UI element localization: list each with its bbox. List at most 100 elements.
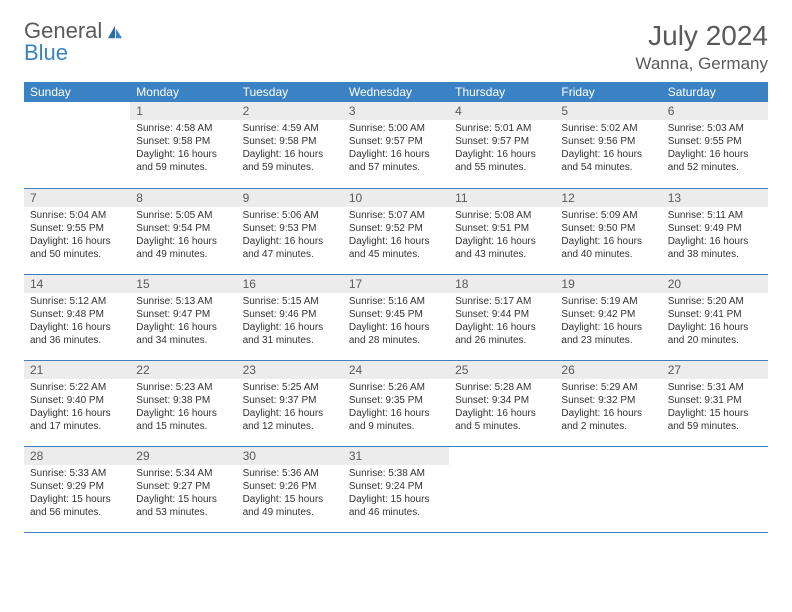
sunset-text: Sunset: 9:57 PM	[349, 135, 443, 148]
day-number: 9	[237, 189, 343, 207]
sunrise-text: Sunrise: 5:11 AM	[668, 209, 762, 222]
sunrise-text: Sunrise: 5:06 AM	[243, 209, 337, 222]
sunrise-text: Sunrise: 4:59 AM	[243, 122, 337, 135]
sail-icon	[104, 18, 125, 43]
day-number: 23	[237, 361, 343, 379]
sunset-text: Sunset: 9:49 PM	[668, 222, 762, 235]
calendar-day-cell: 29Sunrise: 5:34 AMSunset: 9:27 PMDayligh…	[130, 446, 236, 532]
sunset-text: Sunset: 9:40 PM	[30, 394, 124, 407]
calendar-day-cell: 21Sunrise: 5:22 AMSunset: 9:40 PMDayligh…	[24, 360, 130, 446]
daylight-text: Daylight: 15 hours and 46 minutes.	[349, 493, 443, 519]
location-label: Wanna, Germany	[635, 54, 768, 74]
day-details: Sunrise: 5:33 AMSunset: 9:29 PMDaylight:…	[24, 465, 130, 523]
sunset-text: Sunset: 9:37 PM	[243, 394, 337, 407]
calendar-day-cell: 19Sunrise: 5:19 AMSunset: 9:42 PMDayligh…	[555, 274, 661, 360]
day-details: Sunrise: 5:08 AMSunset: 9:51 PMDaylight:…	[449, 207, 555, 265]
calendar-day-cell	[555, 446, 661, 532]
day-number: 4	[449, 102, 555, 120]
sunrise-text: Sunrise: 5:09 AM	[561, 209, 655, 222]
day-details: Sunrise: 4:59 AMSunset: 9:58 PMDaylight:…	[237, 120, 343, 178]
day-details: Sunrise: 5:31 AMSunset: 9:31 PMDaylight:…	[662, 379, 768, 437]
calendar-day-cell: 7Sunrise: 5:04 AMSunset: 9:55 PMDaylight…	[24, 188, 130, 274]
day-number: 17	[343, 275, 449, 293]
day-details: Sunrise: 5:34 AMSunset: 9:27 PMDaylight:…	[130, 465, 236, 523]
daylight-text: Daylight: 16 hours and 54 minutes.	[561, 148, 655, 174]
day-details: Sunrise: 5:20 AMSunset: 9:41 PMDaylight:…	[662, 293, 768, 351]
sunset-text: Sunset: 9:58 PM	[243, 135, 337, 148]
sunset-text: Sunset: 9:31 PM	[668, 394, 762, 407]
sunrise-text: Sunrise: 5:07 AM	[349, 209, 443, 222]
calendar-day-cell: 16 Sunrise: 5:15 AMSunset: 9:46 PMDayligh…	[237, 274, 343, 360]
day-details: Sunrise: 5:06 AMSunset: 9:53 PMDaylight:…	[237, 207, 343, 265]
sunrise-text: Sunrise: 5:38 AM	[349, 467, 443, 480]
daylight-text: Daylight: 16 hours and 17 minutes.	[30, 407, 124, 433]
sunrise-text: Sunrise: 5:29 AM	[561, 381, 655, 394]
calendar-day-cell: 28Sunrise: 5:33 AMSunset: 9:29 PMDayligh…	[24, 446, 130, 532]
day-number: 30	[237, 447, 343, 465]
sunrise-text: Sunrise: 5:01 AM	[455, 122, 549, 135]
weekday-header: Tuesday	[237, 82, 343, 102]
day-number: 13	[662, 189, 768, 207]
day-number: 10	[343, 189, 449, 207]
day-number: 31	[343, 447, 449, 465]
day-details: Sunrise: 5:19 AMSunset: 9:42 PMDaylight:…	[555, 293, 661, 351]
sunset-text: Sunset: 9:54 PM	[136, 222, 230, 235]
calendar-day-cell: 5Sunrise: 5:02 AMSunset: 9:56 PMDaylight…	[555, 102, 661, 188]
weekday-header: Wednesday	[343, 82, 449, 102]
logo-text-2: Blue	[24, 40, 68, 65]
sunrise-text: Sunrise: 5:03 AM	[668, 122, 762, 135]
day-details: Sunrise: 5:17 AMSunset: 9:44 PMDaylight:…	[449, 293, 555, 351]
calendar-day-cell: 31Sunrise: 5:38 AMSunset: 9:24 PMDayligh…	[343, 446, 449, 532]
day-number: 28	[24, 447, 130, 465]
calendar-day-cell: 26Sunrise: 5:29 AMSunset: 9:32 PMDayligh…	[555, 360, 661, 446]
daylight-text: Daylight: 15 hours and 59 minutes.	[668, 407, 762, 433]
daylight-text: Daylight: 16 hours and 26 minutes.	[455, 321, 549, 347]
sunrise-text: Sunrise: 5:28 AM	[455, 381, 549, 394]
day-number: 16	[237, 275, 343, 293]
calendar-week-row: 14Sunrise: 5:12 AMSunset: 9:48 PMDayligh…	[24, 274, 768, 360]
calendar-day-cell: 3Sunrise: 5:00 AMSunset: 9:57 PMDaylight…	[343, 102, 449, 188]
sunrise-text: Sunrise: 4:58 AM	[136, 122, 230, 135]
daylight-text: Daylight: 16 hours and 5 minutes.	[455, 407, 549, 433]
header: GeneralBlue July 2024 Wanna, Germany	[24, 20, 768, 74]
daylight-text: Daylight: 16 hours and 2 minutes.	[561, 407, 655, 433]
calendar-day-cell: 11Sunrise: 5:08 AMSunset: 9:51 PMDayligh…	[449, 188, 555, 274]
day-details: Sunrise: 5:04 AMSunset: 9:55 PMDaylight:…	[24, 207, 130, 265]
day-details: Sunrise: 5:26 AMSunset: 9:35 PMDaylight:…	[343, 379, 449, 437]
day-number: 15	[130, 275, 236, 293]
calendar-day-cell: 14Sunrise: 5:12 AMSunset: 9:48 PMDayligh…	[24, 274, 130, 360]
sunset-text: Sunset: 9:38 PM	[136, 394, 230, 407]
sunset-text: Sunset: 9:57 PM	[455, 135, 549, 148]
daylight-text: Daylight: 16 hours and 57 minutes.	[349, 148, 443, 174]
daylight-text: Daylight: 16 hours and 34 minutes.	[136, 321, 230, 347]
day-details: Sunrise: 5:25 AMSunset: 9:37 PMDaylight:…	[237, 379, 343, 437]
calendar-day-cell: 25Sunrise: 5:28 AMSunset: 9:34 PMDayligh…	[449, 360, 555, 446]
sunset-text: Sunset: 9:55 PM	[30, 222, 124, 235]
daylight-text: Daylight: 15 hours and 49 minutes.	[243, 493, 337, 519]
day-details: Sunrise: 5:13 AMSunset: 9:47 PMDaylight:…	[130, 293, 236, 351]
daylight-text: Daylight: 16 hours and 15 minutes.	[136, 407, 230, 433]
sunrise-text: Sunrise: 5:15 AM	[243, 295, 337, 308]
day-number: 14	[24, 275, 130, 293]
sunrise-text: Sunrise: 5:08 AM	[455, 209, 549, 222]
calendar-day-cell: 10Sunrise: 5:07 AMSunset: 9:52 PMDayligh…	[343, 188, 449, 274]
daylight-text: Daylight: 16 hours and 31 minutes.	[243, 321, 337, 347]
weekday-header: Friday	[555, 82, 661, 102]
calendar-day-cell: 15Sunrise: 5:13 AMSunset: 9:47 PMDayligh…	[130, 274, 236, 360]
day-details: Sunrise: 5:23 AMSunset: 9:38 PMDaylight:…	[130, 379, 236, 437]
sunset-text: Sunset: 9:46 PM	[243, 308, 337, 321]
sunrise-text: Sunrise: 5:00 AM	[349, 122, 443, 135]
day-details: Sunrise: 5:16 AMSunset: 9:45 PMDaylight:…	[343, 293, 449, 351]
calendar-week-row: 28Sunrise: 5:33 AMSunset: 9:29 PMDayligh…	[24, 446, 768, 532]
daylight-text: Daylight: 16 hours and 36 minutes.	[30, 321, 124, 347]
sunset-text: Sunset: 9:53 PM	[243, 222, 337, 235]
sunrise-text: Sunrise: 5:22 AM	[30, 381, 124, 394]
day-details: Sunrise: 5:36 AMSunset: 9:26 PMDaylight:…	[237, 465, 343, 523]
day-number: 26	[555, 361, 661, 379]
sunrise-text: Sunrise: 5:04 AM	[30, 209, 124, 222]
sunset-text: Sunset: 9:58 PM	[136, 135, 230, 148]
day-number: 18	[449, 275, 555, 293]
day-number: 6	[662, 102, 768, 120]
day-details: Sunrise: 5:00 AMSunset: 9:57 PMDaylight:…	[343, 120, 449, 178]
calendar-day-cell: 1Sunrise: 4:58 AMSunset: 9:58 PMDaylight…	[130, 102, 236, 188]
